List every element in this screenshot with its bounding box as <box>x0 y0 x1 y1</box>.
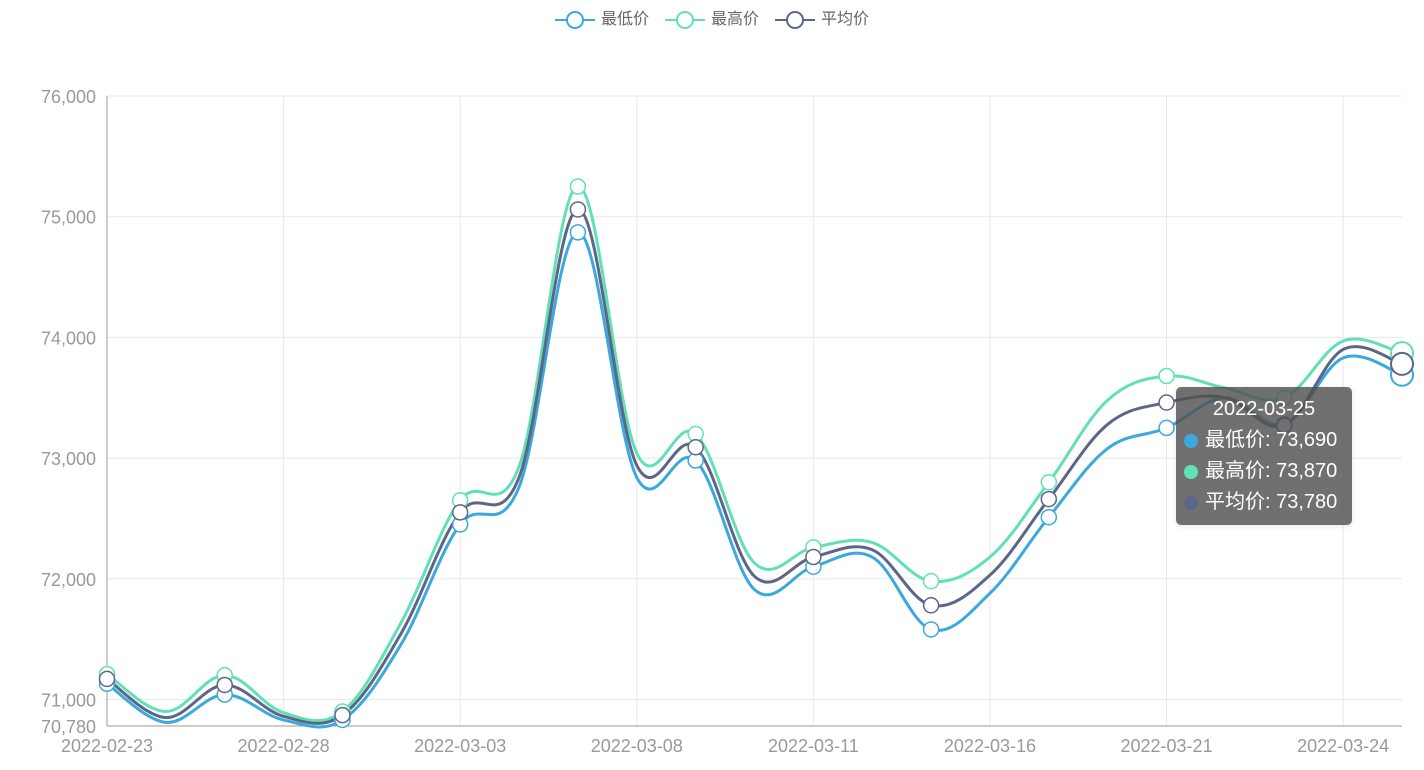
series-point-0-16[interactable] <box>1040 508 1058 526</box>
legend-average-label: 平均价 <box>821 11 870 28</box>
chart-legend: 最低价 最高价 平均价 <box>0 8 1424 32</box>
series-point-2-8[interactable] <box>569 201 587 218</box>
tooltip-min-dot-icon <box>1184 433 1198 448</box>
legend-max-marker-icon <box>664 11 705 29</box>
tooltip-max-value: 最高价: 73,870 <box>1205 460 1338 482</box>
tooltip-row-average: 平均价: 73,780 <box>1176 487 1352 518</box>
series-point-2-12[interactable] <box>805 548 822 566</box>
tooltip-row-max: 最高价: 73,870 <box>1176 456 1352 487</box>
y-axis-tick-label: 72,000 <box>41 570 96 590</box>
x-axis-tick-label: 2022-03-03 <box>414 736 506 756</box>
legend-item-average-price[interactable]: 平均价 <box>775 8 869 32</box>
y-axis-tick-label: 73,000 <box>41 449 96 469</box>
series-point-2-2[interactable] <box>216 676 233 694</box>
x-axis-tick-label: 2022-03-16 <box>944 736 1036 756</box>
data-tooltip: 2022-03-25 最低价: 73,690 最高价: 73,870 平均价: … <box>1176 387 1352 525</box>
series-point-2-6[interactable] <box>451 504 469 521</box>
tooltip-row-min: 最低价: 73,690 <box>1176 425 1352 456</box>
series-point-2-0[interactable] <box>98 670 116 688</box>
series-point-2-14[interactable] <box>922 597 940 614</box>
tooltip-min-value: 最低价: 73,690 <box>1205 429 1338 451</box>
y-axis-tick-label: 75,000 <box>41 208 96 228</box>
x-axis-tick-label: 2022-03-21 <box>1121 736 1213 756</box>
series-point-1-16[interactable] <box>1040 473 1058 491</box>
legend-item-max-price[interactable]: 最高价 <box>664 8 759 32</box>
tooltip-max-dot-icon <box>1184 464 1198 479</box>
series-point-2-22[interactable] <box>1390 351 1414 376</box>
legend-item-min-price[interactable]: 最低价 <box>554 8 649 32</box>
series-point-1-18[interactable] <box>1158 367 1175 385</box>
series-point-1-14[interactable] <box>922 572 940 590</box>
x-axis-tick-label: 2022-02-23 <box>61 736 153 756</box>
legend-min-label: 最低价 <box>600 11 649 28</box>
series-point-0-14[interactable] <box>922 621 940 638</box>
tooltip-average-value: 平均价: 73,780 <box>1205 491 1338 513</box>
tooltip-date: 2022-03-25 <box>1212 398 1316 420</box>
x-axis-tick-label: 2022-03-11 <box>768 736 859 756</box>
legend-average-marker-icon <box>775 11 815 29</box>
y-axis-tick-label: 70,780 <box>41 717 96 737</box>
legend-max-label: 最高价 <box>710 11 759 28</box>
series-point-1-8[interactable] <box>569 178 587 195</box>
y-axis-tick-label: 74,000 <box>41 328 96 348</box>
series-point-2-4[interactable] <box>334 706 351 724</box>
series-point-0-8[interactable] <box>569 224 587 241</box>
series-point-2-18[interactable] <box>1158 394 1175 411</box>
y-axis-tick-label: 76,000 <box>41 87 96 107</box>
x-axis-tick-label: 2022-02-28 <box>238 736 330 756</box>
tooltip-average-dot-icon <box>1184 495 1198 510</box>
series-point-2-16[interactable] <box>1040 490 1058 508</box>
x-axis-tick-label: 2022-03-08 <box>591 736 683 756</box>
y-axis-tick-label: 71,000 <box>41 690 96 710</box>
legend-min-marker-icon <box>554 11 595 29</box>
series-point-0-18[interactable] <box>1158 419 1175 437</box>
x-axis-tick-label: 2022-03-24 <box>1297 736 1389 756</box>
series-point-2-10[interactable] <box>687 438 704 456</box>
